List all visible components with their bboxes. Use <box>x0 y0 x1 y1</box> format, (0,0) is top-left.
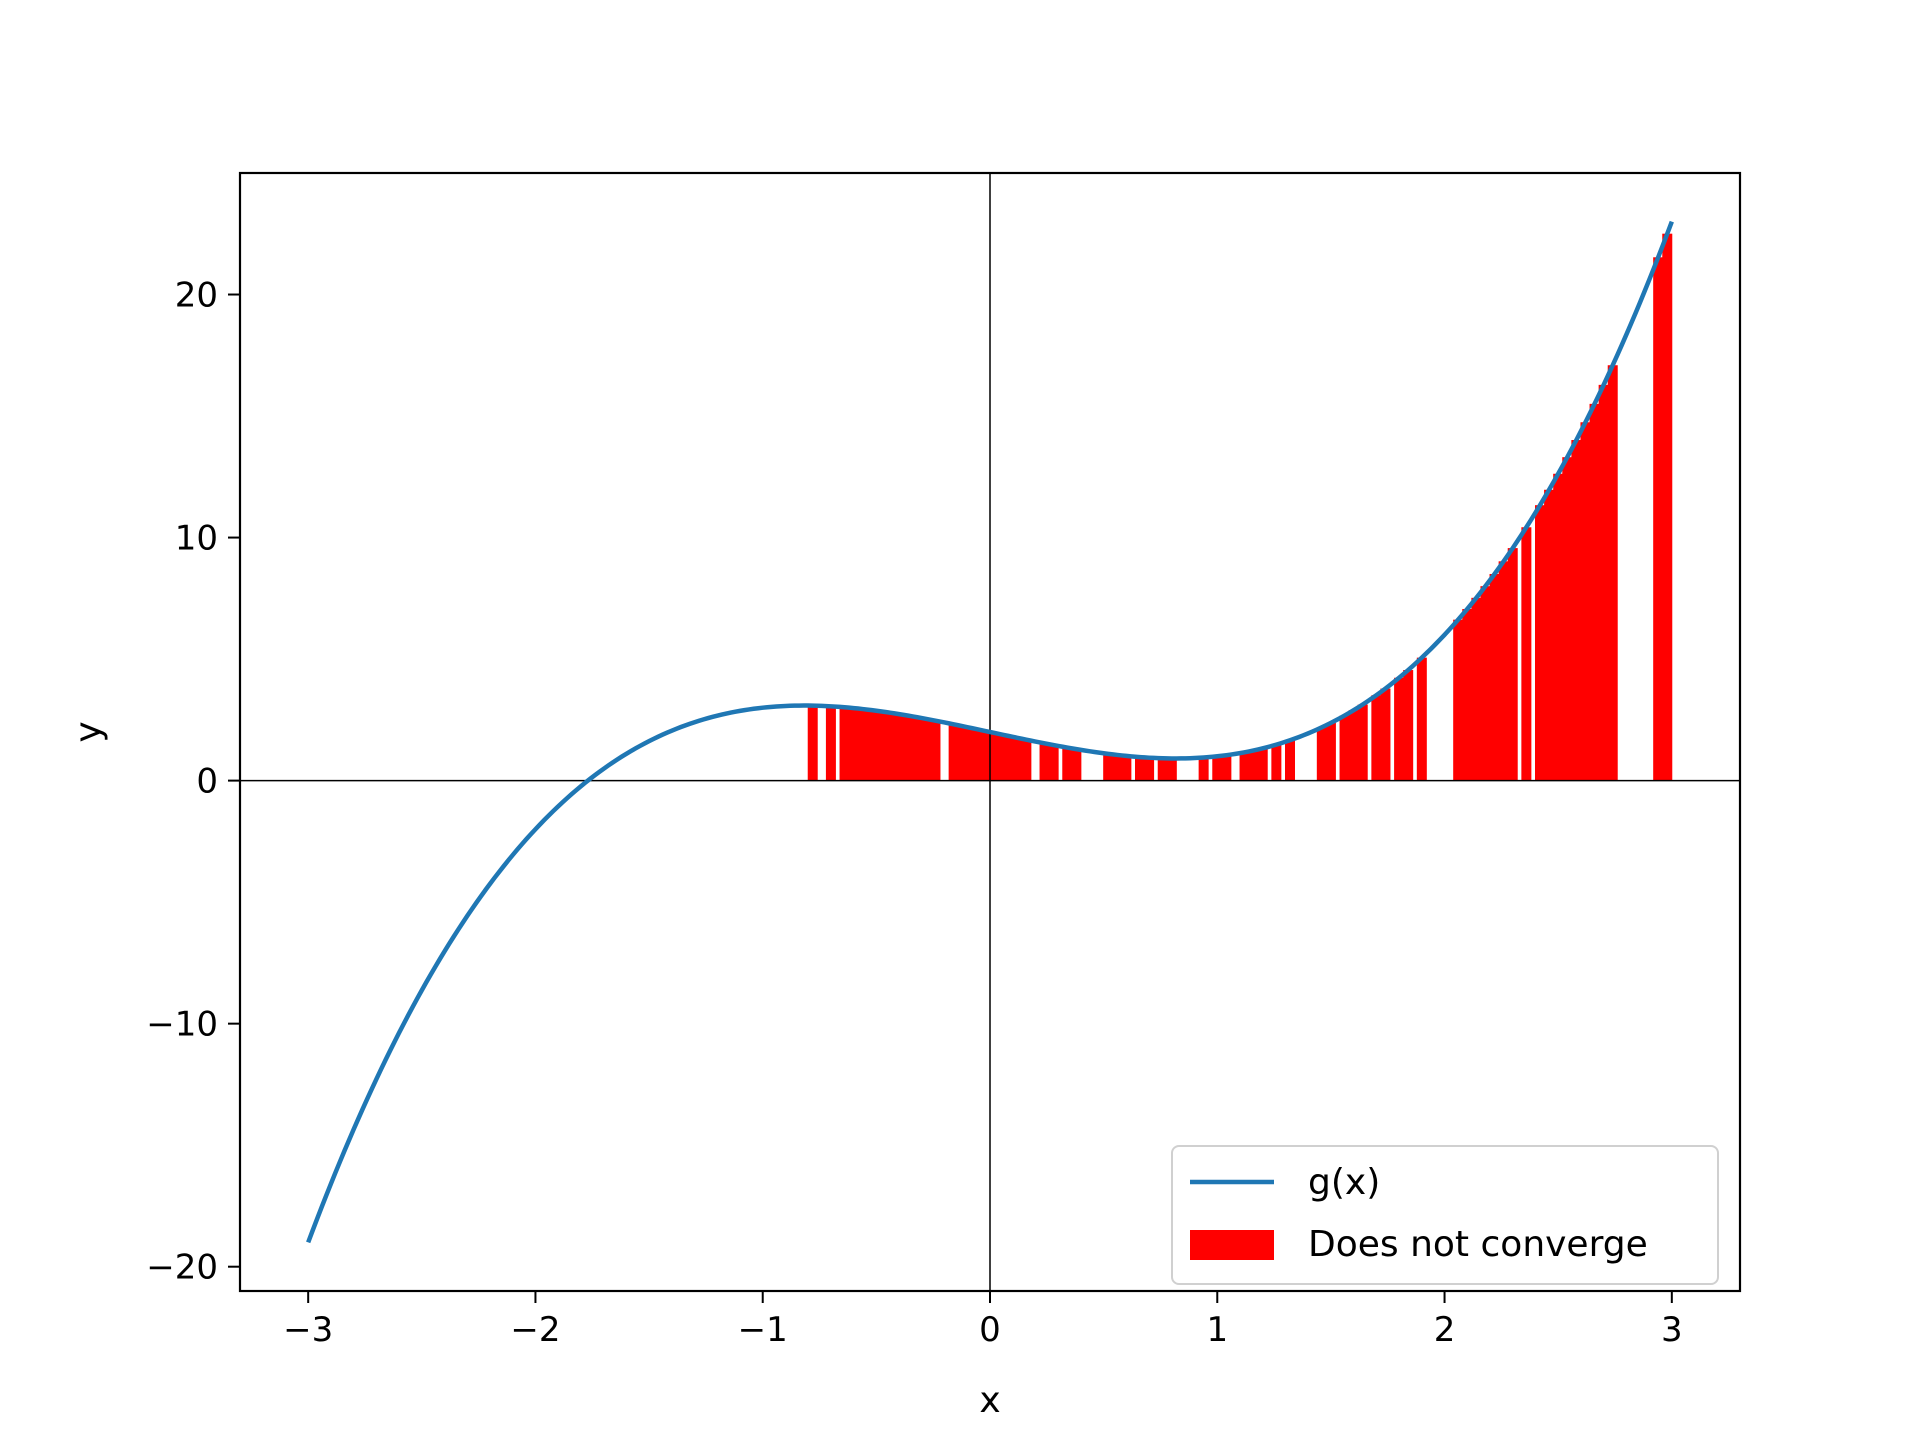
non-convergence-bar <box>1071 749 1082 781</box>
non-convergence-bar <box>1021 739 1032 781</box>
x-tick-label: 3 <box>1661 1310 1683 1350</box>
non-convergence-bar <box>1498 561 1509 781</box>
non-convergence-bar <box>1580 422 1591 781</box>
non-convergence-bar <box>1012 737 1023 781</box>
legend-swatch-bar <box>1190 1230 1274 1260</box>
y-tick-label: −20 <box>146 1248 218 1288</box>
non-convergence-bar <box>1121 755 1132 781</box>
non-convergence-bar <box>1271 744 1282 781</box>
x-tick-label: 1 <box>1206 1310 1228 1350</box>
non-convergence-bar <box>1553 473 1564 781</box>
non-convergence-bar <box>1480 586 1491 781</box>
non-convergence-bar <box>1135 757 1145 781</box>
x-tick-label: −2 <box>510 1310 560 1350</box>
non-convergence-bar <box>1489 573 1500 781</box>
non-convergence-bar <box>930 720 941 781</box>
non-convergence-bar <box>1212 756 1223 781</box>
non-convergence-bar <box>1471 597 1482 781</box>
non-convergence-bar <box>1562 457 1573 781</box>
non-convergence-bar <box>948 724 959 781</box>
non-convergence-bar <box>1380 688 1391 781</box>
non-convergence-bar <box>1157 758 1168 781</box>
non-convergence-bar <box>885 712 895 781</box>
non-convergence-bar <box>1589 403 1600 781</box>
non-convergence-bar <box>1394 677 1405 781</box>
y-axis-ticks: −20 −10 0 10 20 <box>146 276 240 1288</box>
non-convergence-bar <box>1062 747 1073 781</box>
non-convergence-bar <box>1607 365 1618 781</box>
non-convergence-bar <box>848 708 859 781</box>
non-convergence-bar <box>903 715 914 781</box>
y-tick-label: 0 <box>196 762 218 802</box>
non-convergence-bar <box>875 711 886 781</box>
non-convergence-bar <box>1144 757 1155 781</box>
non-convergence-bar <box>1453 619 1464 781</box>
y-axis-label: y <box>68 721 109 742</box>
non-convergence-bar <box>1462 608 1473 781</box>
non-convergence-bar <box>1316 727 1327 781</box>
non-convergence-bar <box>1198 757 1209 781</box>
x-axis-ticks: −3 −2 −1 0 1 2 3 <box>283 1291 1683 1350</box>
non-convergence-bar <box>1571 440 1582 781</box>
x-tick-label: −3 <box>283 1310 333 1350</box>
y-tick-label: 20 <box>175 276 218 316</box>
non-convergence-bar <box>975 730 986 781</box>
non-convergence-bar <box>825 706 836 781</box>
series-line-g <box>306 220 1674 1244</box>
non-convergence-bar <box>1039 743 1050 781</box>
non-convergence-bar <box>1257 748 1268 781</box>
legend-frame <box>1171 1145 1719 1285</box>
non-convergence-bar <box>1248 750 1259 781</box>
x-tick-label: −1 <box>738 1310 788 1350</box>
non-convergence-bar <box>1003 735 1014 781</box>
non-convergence-bar <box>912 717 923 781</box>
legend: g(x) Does not converge <box>1171 1145 1719 1285</box>
non-convergence-bar <box>1507 548 1518 781</box>
non-convergence-bars <box>807 233 1673 781</box>
non-convergence-bar <box>1348 710 1359 781</box>
y-tick-label: −10 <box>146 1005 218 1045</box>
legend-label-does-not-converge: Does not converge <box>1308 1224 1648 1265</box>
x-tick-label: 2 <box>1434 1310 1456 1350</box>
non-convergence-bar <box>1403 670 1414 781</box>
non-convergence-bar <box>1535 505 1545 781</box>
non-convergence-bar <box>1339 715 1350 781</box>
non-convergence-bar <box>1221 755 1232 781</box>
non-convergence-bar <box>1103 753 1114 781</box>
x-axis-label: x <box>979 1380 1000 1421</box>
non-convergence-bar <box>1285 740 1295 781</box>
non-convergence-bar <box>1239 752 1250 781</box>
non-convergence-bar <box>1371 695 1382 781</box>
non-convergence-bar <box>1544 489 1555 781</box>
non-convergence-bar <box>1416 657 1427 781</box>
non-convergence-bar <box>994 733 1005 781</box>
non-convergence-bar <box>866 710 877 781</box>
y-tick-label: 10 <box>175 519 218 559</box>
non-convergence-bar <box>894 714 905 781</box>
non-convergence-bar <box>1662 233 1673 781</box>
non-convergence-bar <box>1166 758 1177 781</box>
non-convergence-bar <box>1598 384 1609 781</box>
non-convergence-bar <box>957 726 968 781</box>
legend-label-g: g(x) <box>1308 1162 1380 1203</box>
non-convergence-bar <box>966 728 977 781</box>
non-convergence-bar <box>1048 745 1059 781</box>
non-convergence-bar <box>1653 257 1664 781</box>
non-convergence-bar <box>1112 754 1123 781</box>
x-tick-label: 0 <box>979 1310 1001 1350</box>
non-convergence-bar <box>807 705 818 781</box>
non-convergence-bar <box>921 718 932 781</box>
non-convergence-bar <box>1325 722 1336 781</box>
non-convergence-bar <box>1357 704 1368 781</box>
non-convergence-bar <box>839 707 850 781</box>
non-convergence-bar <box>1521 527 1532 781</box>
non-convergence-bar <box>857 709 868 781</box>
